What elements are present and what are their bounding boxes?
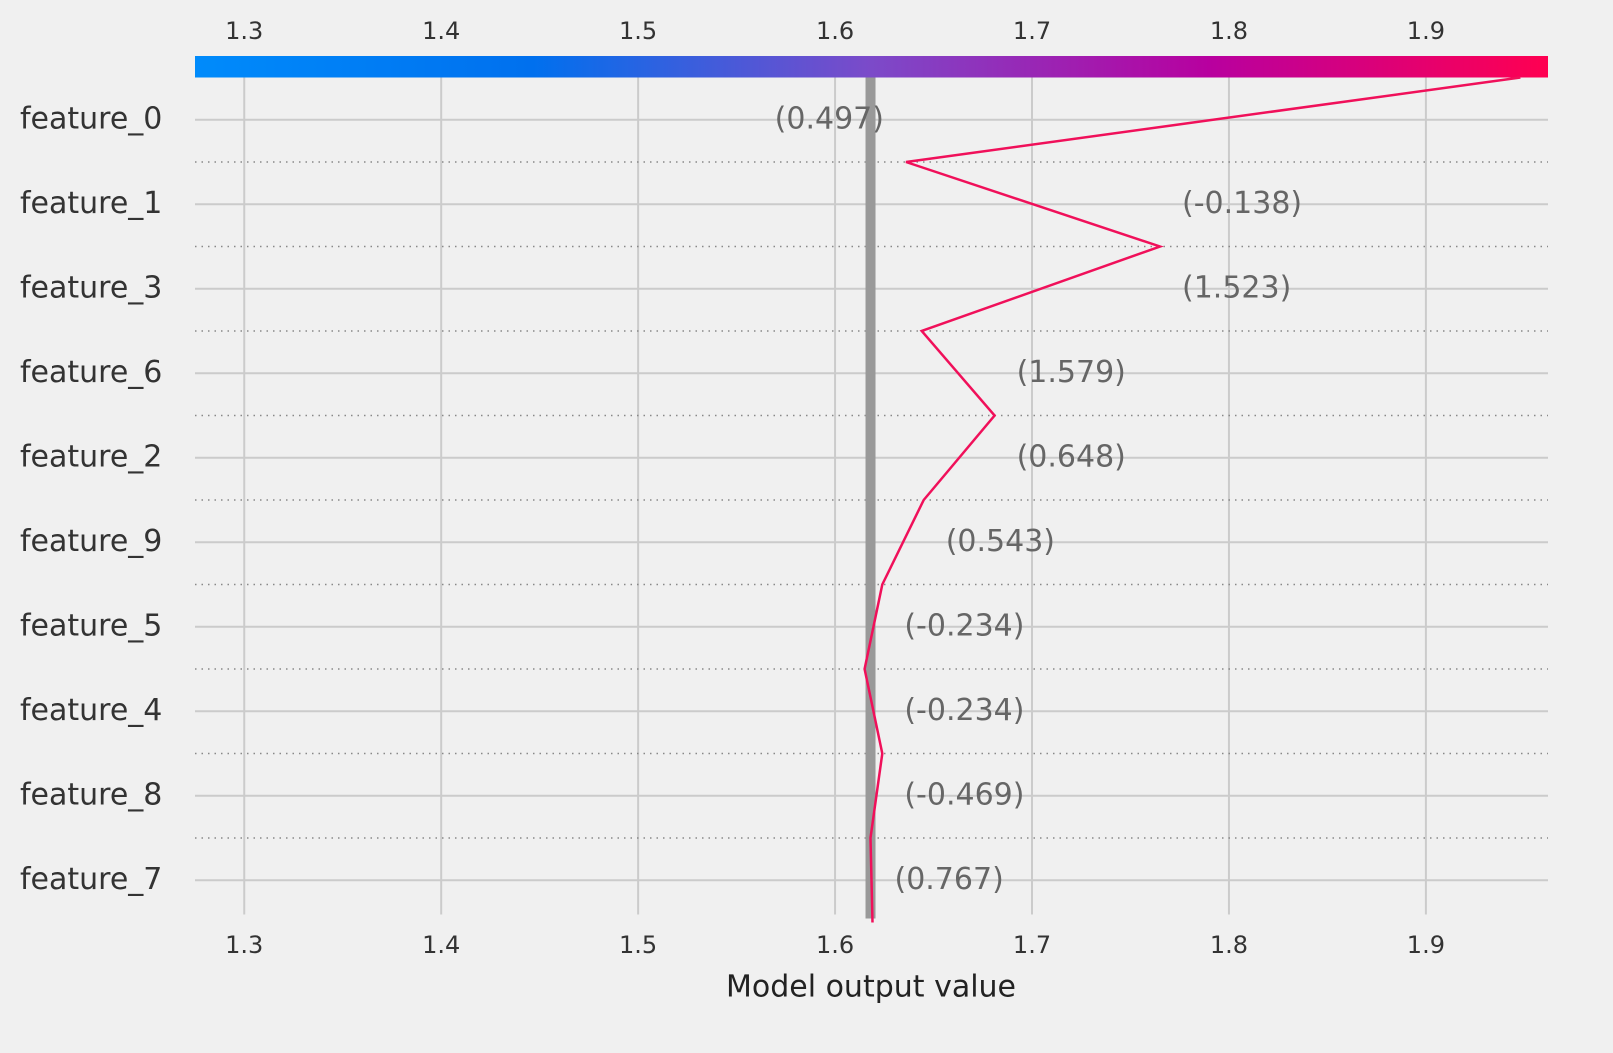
colorbar — [195, 56, 1548, 78]
feature-label: feature_3 — [20, 270, 162, 305]
x-axis-label: Model output value — [726, 970, 1016, 1005]
feature-value-label: (-0.469) — [904, 777, 1024, 812]
feature-label: feature_6 — [20, 355, 162, 390]
feature-value-label: (0.543) — [946, 524, 1055, 559]
x-tick-label: 1.8 — [1210, 931, 1248, 959]
feature-label: feature_1 — [20, 186, 162, 221]
feature-value-label: (0.497) — [775, 101, 884, 136]
x-tick-label-top: 1.4 — [422, 17, 460, 45]
feature-value-label: (0.648) — [1017, 439, 1126, 474]
x-tick-label-top: 1.5 — [619, 17, 657, 45]
x-tick-label-top: 1.6 — [816, 17, 854, 45]
feature-value-label: (-0.234) — [904, 608, 1024, 643]
feature-label: feature_9 — [20, 524, 162, 559]
x-tick-label: 1.6 — [816, 931, 854, 959]
feature-label: feature_5 — [20, 608, 162, 643]
feature-value-label: (-0.138) — [1182, 186, 1302, 221]
x-tick-label: 1.4 — [422, 931, 460, 959]
x-tick-label-top: 1.7 — [1013, 17, 1051, 45]
x-tick-label-top: 1.9 — [1407, 17, 1445, 45]
feature-label: feature_2 — [20, 439, 162, 474]
x-tick-label: 1.3 — [225, 931, 263, 959]
feature-label: feature_7 — [20, 862, 162, 897]
feature-value-label: (0.767) — [894, 862, 1003, 897]
feature-label: feature_8 — [20, 777, 162, 812]
x-tick-label: 1.7 — [1013, 931, 1051, 959]
feature-value-label: (1.523) — [1182, 270, 1291, 305]
feature-label: feature_0 — [20, 101, 162, 136]
x-tick-label: 1.5 — [619, 931, 657, 959]
decision-line — [863, 76, 1521, 923]
feature-value-label: (1.579) — [1017, 355, 1126, 390]
x-tick-label: 1.9 — [1407, 931, 1445, 959]
x-tick-label-top: 1.3 — [225, 17, 263, 45]
x-tick-label-top: 1.8 — [1210, 17, 1248, 45]
feature-value-label: (-0.234) — [904, 693, 1024, 728]
feature-label: feature_4 — [20, 693, 162, 728]
